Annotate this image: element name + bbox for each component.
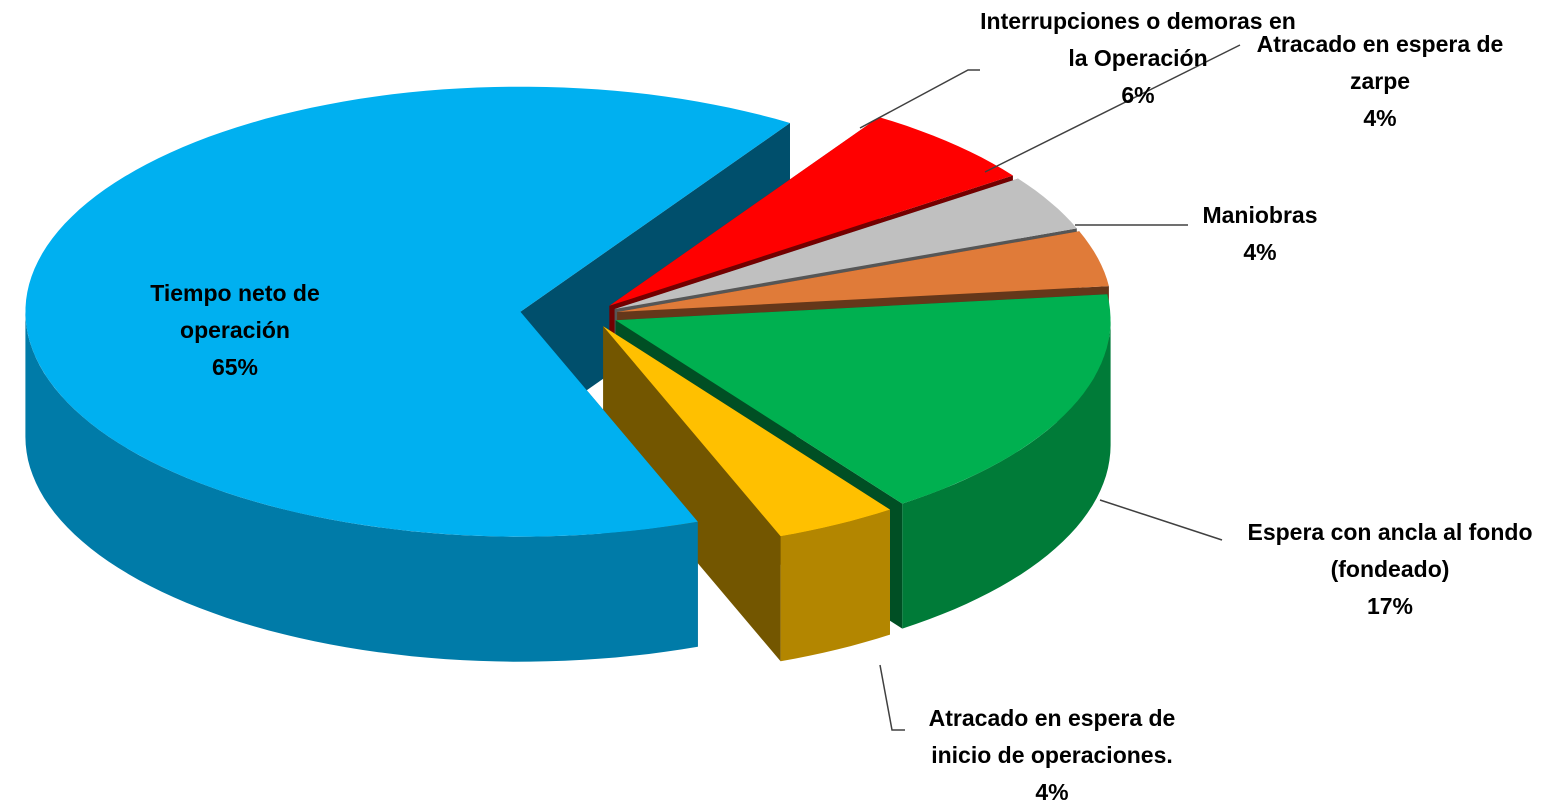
slice	[617, 231, 1109, 312]
value-label: 4%	[1035, 779, 1069, 805]
slice	[25, 86, 790, 537]
data-label: Atracado en espera de zarpe 4%	[1230, 26, 1530, 137]
data-label: Espera con ancla al fondo (fondeado) 17%	[1220, 514, 1560, 625]
data-label: Tiempo neto de operación 65%	[120, 275, 350, 386]
slice	[614, 178, 1077, 309]
category-label: Interrupciones o demoras en la Operación	[980, 8, 1296, 71]
leader-line	[1099, 499, 1223, 541]
value-label: 4%	[1243, 239, 1277, 265]
slice-side	[902, 320, 1111, 629]
slice	[603, 326, 890, 537]
slice	[609, 117, 1013, 306]
leader-line	[984, 44, 1241, 173]
value-label: 6%	[1121, 82, 1155, 108]
value-label: 65%	[211, 354, 259, 380]
data-label: Interrupciones o demoras en la Operación…	[973, 3, 1303, 114]
slice-cut-wall	[603, 326, 781, 662]
value-label: 17%	[1366, 593, 1414, 619]
leader-line	[879, 664, 905, 731]
slice-side	[780, 509, 890, 662]
data-label: Maniobras 4%	[1160, 197, 1360, 271]
data-label: Atracado en espera de inicio de operacio…	[902, 700, 1202, 808]
slice	[615, 294, 1111, 504]
category-label: Tiempo neto de operación	[150, 280, 320, 343]
category-label: Espera con ancla al fondo (fondeado)	[1247, 519, 1533, 582]
leader-line	[859, 69, 980, 129]
category-label: Atracado en espera de inicio de operacio…	[928, 705, 1176, 768]
value-label: 4%	[1363, 105, 1397, 131]
category-label: Atracado en espera de zarpe	[1256, 31, 1504, 94]
category-label: Maniobras	[1202, 202, 1318, 228]
slice-side	[25, 311, 698, 662]
